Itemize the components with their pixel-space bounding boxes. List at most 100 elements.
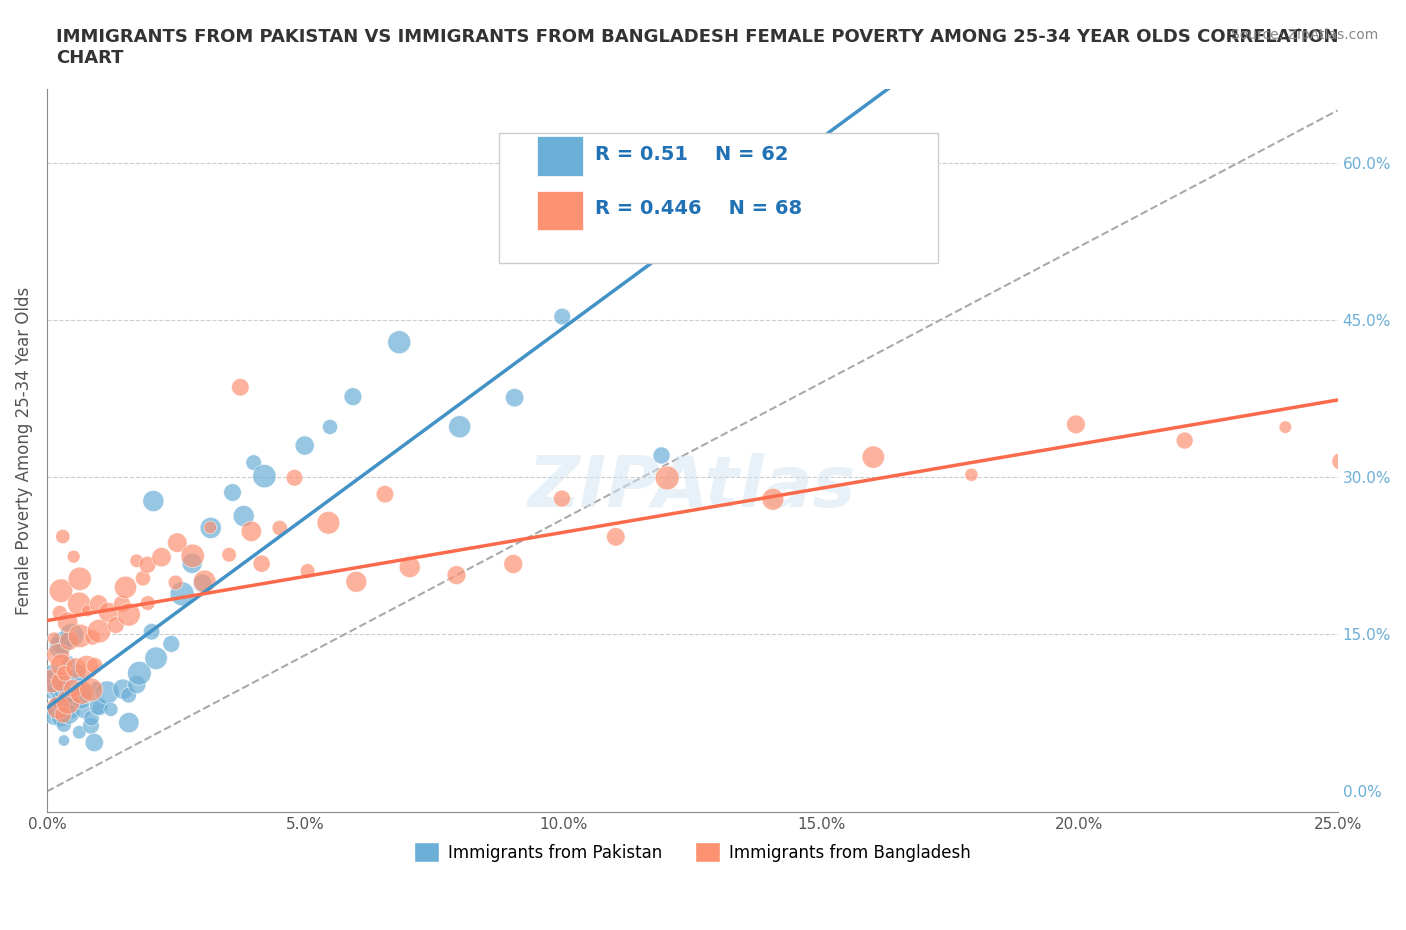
Point xyxy=(83,735,105,750)
Point xyxy=(51,635,73,650)
Point xyxy=(502,556,524,571)
Point xyxy=(42,673,65,688)
Point xyxy=(67,724,90,739)
Point xyxy=(48,605,70,620)
Point xyxy=(69,571,91,586)
Point xyxy=(80,718,103,733)
FancyBboxPatch shape xyxy=(537,137,582,176)
Point xyxy=(58,706,80,721)
Point xyxy=(70,685,93,700)
Point xyxy=(318,515,340,530)
Point xyxy=(52,708,75,723)
Point xyxy=(250,556,273,571)
Point xyxy=(69,629,91,644)
Point xyxy=(218,548,240,563)
Point xyxy=(52,733,75,748)
Point xyxy=(80,683,103,698)
Point xyxy=(49,640,72,655)
Point xyxy=(72,703,94,718)
Point xyxy=(51,693,73,708)
Text: IMMIGRANTS FROM PAKISTAN VS IMMIGRANTS FROM BANGLADESH FEMALE POVERTY AMONG 25-3: IMMIGRANTS FROM PAKISTAN VS IMMIGRANTS F… xyxy=(56,28,1339,67)
Point xyxy=(160,636,183,651)
Point xyxy=(166,536,188,551)
Point xyxy=(96,685,118,700)
Point xyxy=(62,681,84,696)
Point xyxy=(111,682,134,697)
Point xyxy=(87,596,110,611)
Point xyxy=(84,680,107,695)
Point xyxy=(58,701,80,716)
Text: ZIPAtlas: ZIPAtlas xyxy=(529,453,856,522)
Point xyxy=(62,550,84,565)
Point xyxy=(1064,417,1087,432)
Point xyxy=(60,628,83,643)
Point xyxy=(46,647,69,662)
Point xyxy=(52,529,75,544)
Point xyxy=(56,615,79,630)
Point xyxy=(125,677,148,692)
Point xyxy=(446,567,468,582)
Point xyxy=(165,575,187,590)
Point xyxy=(551,491,574,506)
Point xyxy=(150,550,173,565)
Point xyxy=(181,556,204,571)
Point xyxy=(117,687,139,702)
Point xyxy=(46,681,69,696)
Point xyxy=(128,666,150,681)
Point xyxy=(136,595,159,610)
Point xyxy=(111,596,134,611)
Point xyxy=(191,576,214,591)
Point xyxy=(53,666,76,681)
Point xyxy=(56,688,79,703)
Point xyxy=(39,681,62,696)
Point xyxy=(87,698,110,713)
FancyBboxPatch shape xyxy=(537,191,582,231)
Point xyxy=(294,438,316,453)
Point xyxy=(70,692,93,707)
Point xyxy=(118,715,141,730)
Point xyxy=(269,521,291,536)
Point xyxy=(66,665,89,680)
Point xyxy=(232,509,254,524)
Point xyxy=(297,564,319,578)
Point xyxy=(551,309,574,324)
Text: R = 0.446    N = 68: R = 0.446 N = 68 xyxy=(596,199,803,219)
Point xyxy=(67,596,90,611)
Point xyxy=(49,711,72,725)
Point xyxy=(58,655,80,670)
Point xyxy=(319,419,342,434)
Point xyxy=(87,624,110,639)
Point xyxy=(114,580,136,595)
FancyBboxPatch shape xyxy=(499,133,938,263)
Point xyxy=(374,486,396,501)
Point xyxy=(46,696,69,711)
Point xyxy=(80,711,103,725)
Point xyxy=(100,702,122,717)
Point xyxy=(118,607,141,622)
Point xyxy=(242,455,264,470)
Point xyxy=(41,673,63,688)
Point xyxy=(1274,419,1296,434)
Point xyxy=(762,492,785,507)
Point xyxy=(41,664,63,679)
Point xyxy=(76,686,98,701)
Point xyxy=(89,700,111,715)
Point xyxy=(1379,386,1402,401)
Point xyxy=(66,687,89,702)
Point xyxy=(52,717,75,732)
Point xyxy=(283,471,305,485)
Point xyxy=(82,630,104,644)
Point xyxy=(49,674,72,689)
Point xyxy=(200,520,222,535)
Point xyxy=(503,391,526,405)
Point xyxy=(51,681,73,696)
Point xyxy=(862,450,884,465)
Point xyxy=(97,604,120,619)
Point xyxy=(83,658,105,673)
Point xyxy=(145,651,167,666)
Point xyxy=(1174,433,1197,448)
Y-axis label: Female Poverty Among 25-34 Year Olds: Female Poverty Among 25-34 Year Olds xyxy=(15,286,32,615)
Point xyxy=(56,695,79,710)
Point xyxy=(45,700,67,715)
Point xyxy=(1329,454,1351,469)
